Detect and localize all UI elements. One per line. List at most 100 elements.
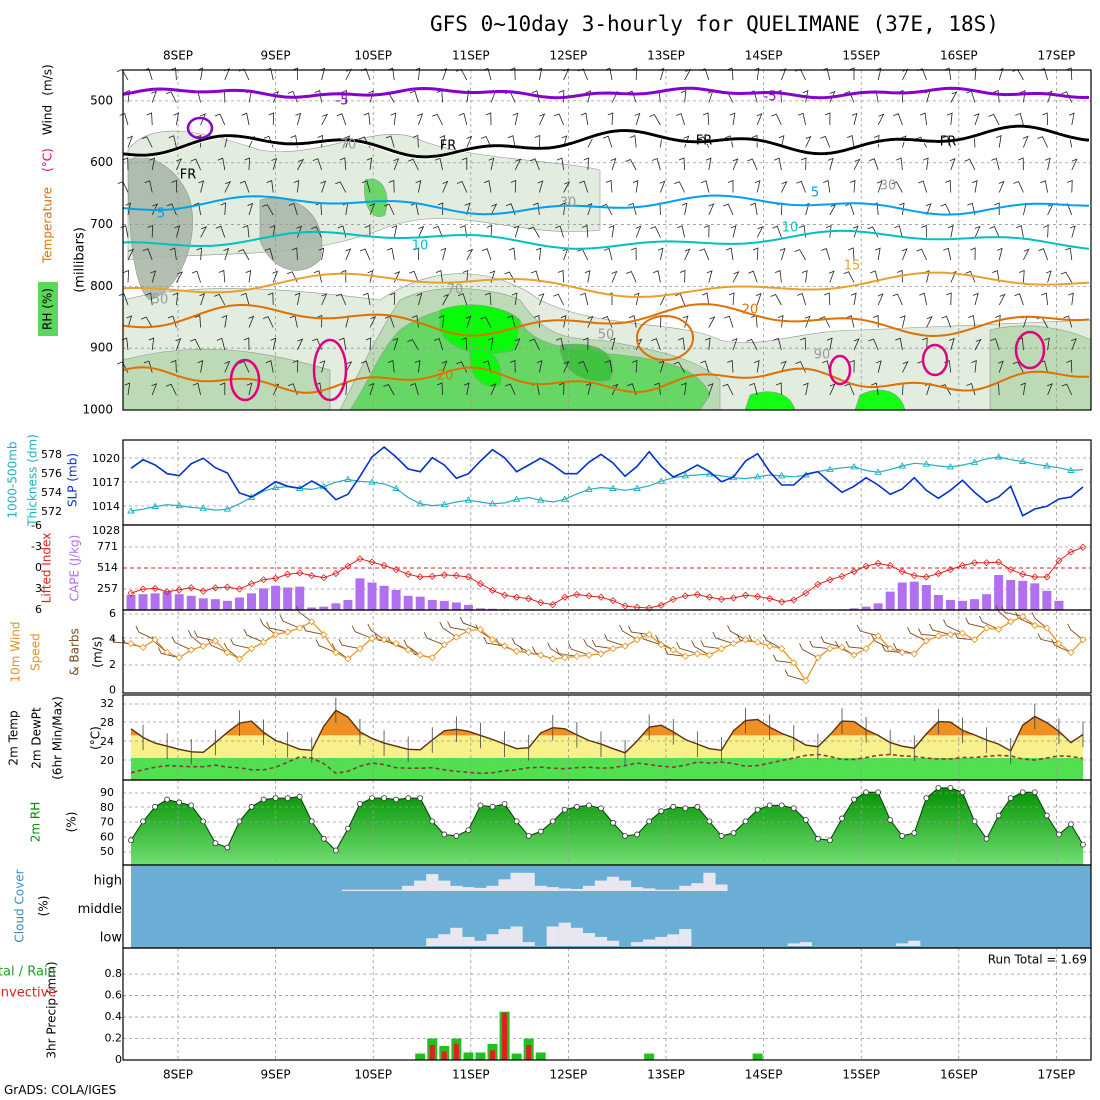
contour-label: FR (696, 134, 713, 149)
rh2m-marker (899, 833, 906, 839)
wind-barb (1019, 269, 1025, 283)
rh2m-marker (176, 799, 183, 806)
wind-barb (732, 271, 740, 283)
lifted-tick-label: -6 (31, 519, 42, 532)
wind-barb (870, 270, 879, 283)
chart-title: GFS 0~10day 3-hourly for QUELIMANE (37E,… (430, 12, 999, 36)
surface-wind-barb (279, 614, 300, 629)
wind-barb (488, 157, 495, 171)
wind-speed-marker (211, 637, 219, 645)
wind-barb (968, 315, 976, 328)
wind-barb (630, 247, 637, 261)
slp-line (130, 445, 1084, 517)
lifted-index-marker (621, 602, 629, 610)
wind-speed-marker (946, 630, 955, 639)
wind-barb (242, 225, 250, 238)
rh2m-marker (284, 795, 291, 801)
surface-wind-barb (691, 640, 710, 656)
top-date-label: 17SEP (1038, 49, 1076, 63)
wind-barb (169, 247, 177, 261)
wind-barb (756, 113, 763, 126)
top-date-label: 9SEP (261, 49, 291, 63)
wind-barb (191, 270, 201, 283)
cloud-cover-bar (606, 940, 620, 946)
cloud-cover-bar (438, 934, 451, 946)
cape-bar (982, 594, 992, 610)
wind-barb (776, 382, 782, 396)
contour-label: 70 (447, 283, 464, 298)
wind-barb (605, 179, 613, 193)
wind-barb (1068, 292, 1074, 306)
wind-barb (170, 359, 177, 373)
wind-barb (127, 135, 134, 148)
wind-barb (532, 202, 540, 216)
cloud-cover-bar (655, 889, 668, 891)
wind-barb (407, 339, 419, 351)
wind-barb (262, 204, 274, 216)
surface-wind-barb (784, 669, 806, 682)
rh2m-marker (308, 818, 315, 825)
wind-barb (900, 135, 907, 148)
wind-barb (684, 248, 691, 261)
wind-barb (995, 134, 1002, 148)
wind-barb (292, 359, 299, 373)
contour-label: -5 (764, 90, 777, 105)
rh2m-marker (622, 833, 628, 839)
wind-barb (216, 337, 226, 351)
contour-label: 10 (412, 239, 429, 254)
lifted-index-marker (525, 594, 533, 603)
cape-bar (451, 602, 461, 610)
cape-bar (909, 581, 919, 610)
wind-barb (553, 113, 564, 126)
run-total-label: Run Total = 1.69 (988, 953, 1087, 967)
wind-barb (190, 338, 201, 351)
wind-barb (506, 315, 516, 328)
wind-barb (296, 225, 303, 238)
wind-barb (877, 293, 884, 306)
wind-barb (926, 315, 933, 328)
wind-barb (511, 292, 518, 306)
cape-bar (403, 595, 413, 610)
cape-bar (861, 606, 871, 610)
rh2m-marker (465, 827, 472, 833)
cloud-cover-bar (414, 880, 427, 891)
wind-barb (393, 158, 400, 171)
cloud-cover-bar (631, 942, 644, 946)
wind-barb (893, 113, 903, 126)
wind-speed-marker (404, 646, 412, 654)
wind-barb (1040, 180, 1048, 193)
wind-barb (166, 203, 177, 216)
thickness-marker (344, 475, 352, 482)
wind-speed-marker (163, 648, 171, 657)
cape-bar (1006, 580, 1016, 610)
wind-barb (359, 248, 371, 261)
wind-barb (244, 157, 251, 171)
wind-barb (940, 203, 952, 216)
wind-barb (196, 247, 203, 261)
wind-barb (436, 382, 443, 396)
rh2m-marker (730, 830, 737, 836)
cloud-cover-bar (462, 936, 475, 946)
precip-total-bar (475, 1052, 486, 1060)
wind-barb (220, 202, 227, 216)
footer-credit: GrADS: COLA/IGES (4, 1083, 117, 1097)
rh2m-marker (1068, 821, 1074, 828)
wind-barb (946, 292, 952, 306)
wind-barb (240, 292, 250, 306)
thickness-marker (440, 500, 449, 508)
wind-barb (800, 157, 807, 171)
wind-speed-marker (1019, 613, 1027, 621)
lifted-index-marker (488, 586, 497, 595)
wind-barb (214, 293, 226, 306)
rh2m-marker (971, 818, 978, 825)
wind-speed-line (130, 615, 1084, 682)
wind-speed-marker (609, 645, 617, 653)
cape-tick-label: 257 (97, 582, 118, 595)
wind-barb (553, 293, 564, 306)
wind-barb (127, 248, 135, 261)
wind-barb (1071, 158, 1078, 171)
wind-unit-label: (m/s) (91, 636, 105, 667)
wind-barb (368, 90, 375, 103)
rh2m-marker (537, 828, 544, 835)
lifted-index-marker (693, 590, 701, 599)
